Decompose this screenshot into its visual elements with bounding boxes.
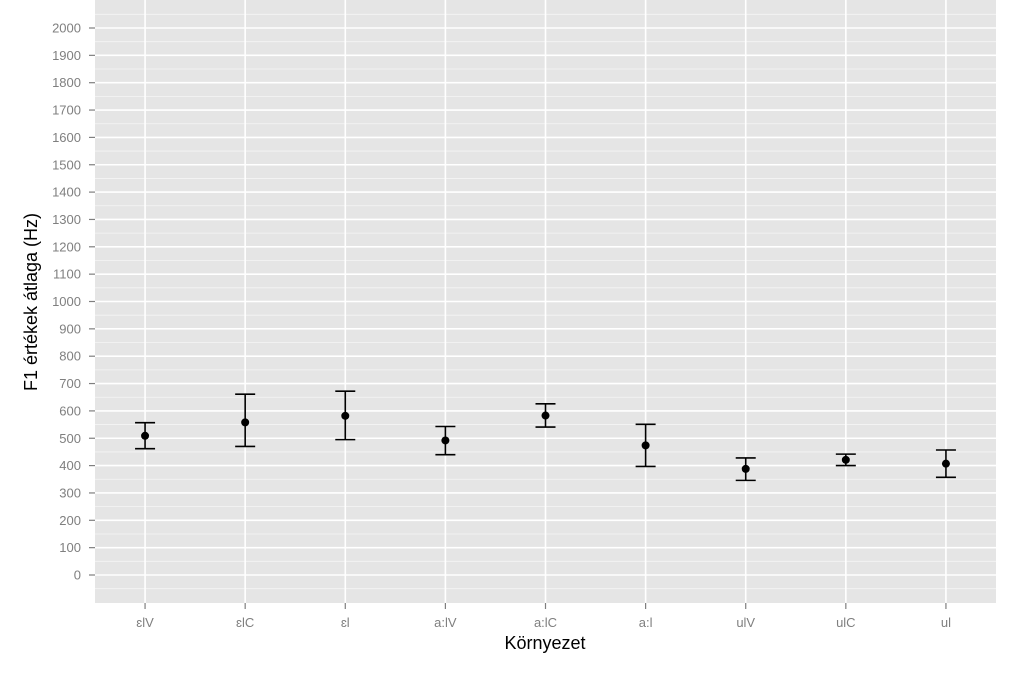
y-tick-label: 900 bbox=[59, 321, 81, 336]
data-point bbox=[941, 459, 950, 468]
y-tick-label: 1700 bbox=[52, 103, 81, 118]
y-tick-label: 1600 bbox=[52, 130, 81, 145]
error-bar-group bbox=[635, 423, 656, 468]
data-point bbox=[741, 464, 750, 473]
y-tick-label: 700 bbox=[59, 376, 81, 391]
x-tick-label: a:lC bbox=[534, 615, 557, 630]
x-axis-title: Környezet bbox=[504, 633, 585, 653]
y-tick-label: 200 bbox=[59, 513, 81, 528]
x-tick-label: a:l bbox=[639, 615, 653, 630]
data-point bbox=[141, 431, 150, 440]
data-point bbox=[241, 418, 250, 427]
error-bar-group bbox=[835, 453, 856, 467]
y-tick-label: 1300 bbox=[52, 212, 81, 227]
x-tick-label: a:lV bbox=[434, 615, 457, 630]
y-tick-label: 800 bbox=[59, 349, 81, 364]
y-tick-label: 1200 bbox=[52, 239, 81, 254]
y-tick-label: 1900 bbox=[52, 48, 81, 63]
y-tick-label: 400 bbox=[59, 458, 81, 473]
y-tick-label: 0 bbox=[74, 568, 81, 583]
error-bar-group bbox=[135, 421, 156, 450]
y-tick-label: 600 bbox=[59, 403, 81, 418]
data-point bbox=[341, 411, 350, 420]
error-bar-group bbox=[335, 390, 356, 441]
x-tick-label: ul bbox=[941, 615, 951, 630]
y-tick-label: 1400 bbox=[52, 185, 81, 200]
y-tick-label: 1800 bbox=[52, 75, 81, 90]
y-tick-label: 1000 bbox=[52, 294, 81, 309]
error-bar-group bbox=[435, 425, 456, 456]
x-tick-label: ɛl bbox=[341, 615, 350, 630]
data-point bbox=[441, 436, 450, 445]
grid-layer bbox=[95, 0, 996, 603]
y-tick-label: 300 bbox=[59, 485, 81, 500]
data-point bbox=[541, 411, 550, 420]
error-bar-group bbox=[735, 457, 756, 482]
y-tick-label: 2000 bbox=[52, 21, 81, 36]
x-tick-label: ulV bbox=[736, 615, 755, 630]
x-axis-ticks: ɛlV ɛlC ɛl a:lV a:lC a:l ulV ulC ul bbox=[136, 603, 951, 630]
y-tick-label: 500 bbox=[59, 431, 81, 446]
x-tick-label: ulC bbox=[836, 615, 856, 630]
y-axis-ticks: 0 100 200 300 400 500 600 700 800 900 1000 1100 1200… bbox=[52, 21, 95, 583]
y-tick-label: 100 bbox=[59, 540, 81, 555]
data-point bbox=[841, 455, 850, 464]
error-bar-group bbox=[235, 393, 256, 448]
error-bar-group bbox=[935, 449, 956, 479]
y-axis-title: F1 értékek átlaga (Hz) bbox=[21, 213, 41, 391]
error-bar-group bbox=[535, 402, 556, 428]
data-point bbox=[641, 441, 650, 450]
x-tick-label: ɛlC bbox=[236, 615, 254, 630]
x-tick-label: ɛlV bbox=[136, 615, 154, 630]
y-tick-label: 1100 bbox=[53, 267, 81, 282]
data-marks bbox=[135, 390, 956, 482]
y-tick-label: 1500 bbox=[52, 157, 81, 172]
